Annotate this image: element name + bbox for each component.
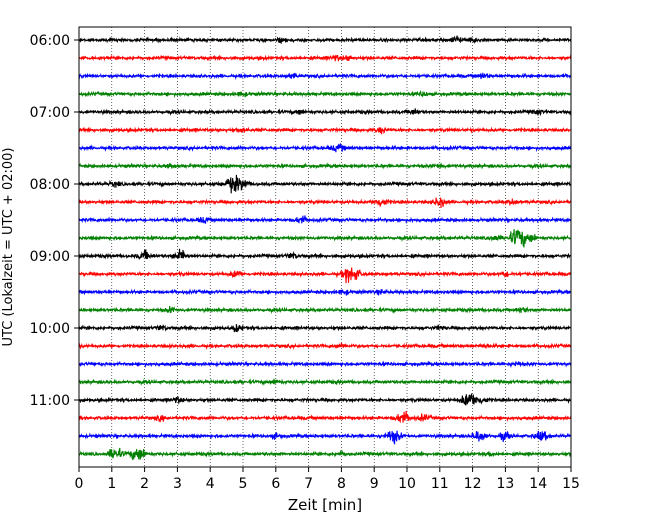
trace-0730 (78, 143, 572, 153)
y-axis-ticks: 06:00 07:00 08:00 09:00 10:00 11:00 (30, 33, 79, 409)
x-tick-label: 0 (75, 476, 84, 492)
trace-1145 (78, 447, 572, 461)
trace-0715 (78, 126, 572, 135)
x-tick-label: 11 (431, 476, 449, 492)
x-tick-label: 8 (337, 476, 346, 492)
x-tick-label: 14 (529, 476, 547, 492)
trace-1045 (78, 378, 572, 386)
x-tick-label: 13 (496, 476, 514, 492)
trace-0930 (78, 288, 572, 296)
trace-0600 (78, 35, 572, 45)
trace-0845 (78, 229, 572, 248)
x-tick-label: 12 (464, 476, 482, 492)
x-tick-label: 9 (370, 476, 379, 492)
x-tick-label: 4 (206, 476, 215, 492)
y-axis-label: UTC (Lokalzeit = UTC + 02:00) (1, 148, 16, 347)
y-tick-label: 07:00 (30, 105, 70, 121)
trace-0900 (78, 248, 572, 260)
x-tick-label: 6 (271, 476, 280, 492)
x-tick-label: 10 (398, 476, 416, 492)
x-tick-label: 1 (107, 476, 116, 492)
trace-0615 (78, 54, 572, 63)
trace-0830 (78, 215, 572, 225)
trace-1030 (78, 360, 572, 368)
x-axis-ticks: 0 1 2 3 4 5 6 7 8 9 10 11 12 13 14 15 (75, 467, 580, 492)
trace-0645 (78, 89, 572, 99)
y-tick-label: 10:00 (30, 321, 70, 337)
trace-1100 (78, 393, 571, 406)
trace-0815 (78, 197, 572, 209)
trace-0945 (78, 306, 572, 315)
trace-1015 (78, 342, 572, 350)
y-tick-label: 08:00 (30, 177, 70, 193)
x-tick-label: 7 (304, 476, 313, 492)
grid-lines (111, 27, 539, 467)
y-tick-label: 09:00 (30, 249, 70, 265)
trace-0800 (78, 174, 572, 194)
trace-layer (78, 35, 572, 461)
x-tick-label: 2 (140, 476, 149, 492)
x-tick-label: 3 (173, 476, 182, 492)
x-tick-label: 15 (562, 476, 580, 492)
trace-0915 (78, 267, 572, 284)
plot-frame (78, 26, 572, 468)
x-axis-label: Zeit [min] (288, 496, 362, 514)
trace-0745 (78, 162, 572, 170)
x-tick-label: 5 (239, 476, 248, 492)
trace-1000 (78, 323, 572, 333)
trace-0700 (78, 108, 572, 117)
trace-1115 (78, 410, 572, 424)
y-tick-label: 06:00 (30, 33, 70, 49)
trace-1130 (78, 430, 572, 445)
trace-0630 (78, 72, 572, 80)
y-tick-label: 11:00 (30, 393, 70, 409)
